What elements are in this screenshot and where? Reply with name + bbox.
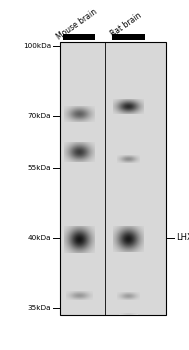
Text: 70kDa: 70kDa [28,112,51,119]
Text: Mouse brain: Mouse brain [55,7,99,42]
Bar [60,42,166,315]
Text: 35kDa: 35kDa [28,305,51,311]
Bar [112,34,145,40]
Text: 55kDa: 55kDa [28,165,51,171]
Bar [60,42,166,315]
Text: Rat brain: Rat brain [109,10,143,38]
Text: 100kDa: 100kDa [23,42,51,49]
Text: LHX1: LHX1 [176,233,189,243]
Bar [63,34,95,40]
Text: 40kDa: 40kDa [28,235,51,241]
